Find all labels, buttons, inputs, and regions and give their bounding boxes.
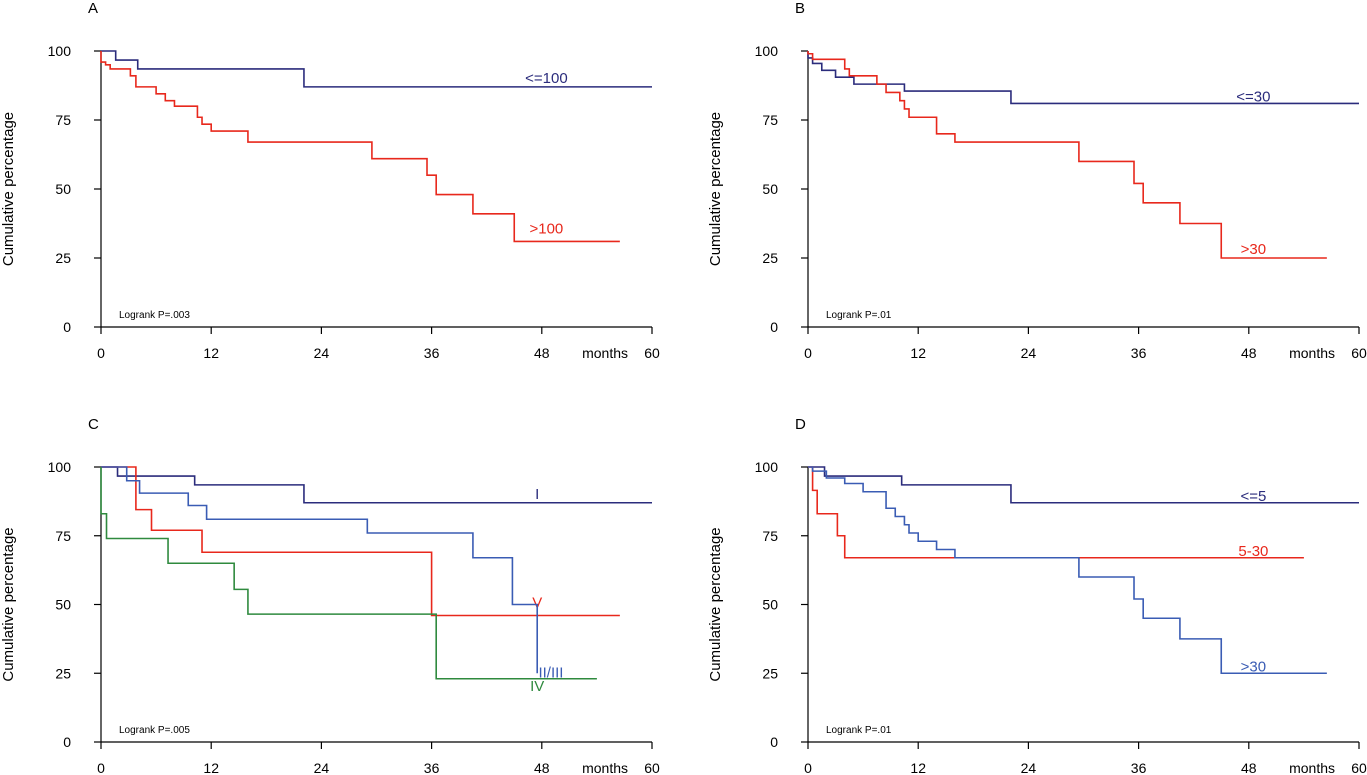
x-tick-label: 60	[1351, 760, 1367, 775]
x-tick-label: 24	[314, 760, 330, 775]
y-tick-label: 50	[762, 181, 778, 197]
panel-c: 0 25 50 75 100 0 12 24 36 48 60 months Cumulative pe…	[0, 416, 660, 775]
panel-a: 0 25 50 75 100 0 12 24 36 48 60 months Cumulative pe…	[0, 0, 660, 361]
x-tick-label: 36	[424, 760, 440, 775]
series-line-3	[808, 466, 1327, 675]
logrank-annotation: Logrank P=.003	[119, 310, 190, 321]
x-tick-label: 60	[644, 760, 660, 775]
x-tick-label: 0	[97, 345, 105, 361]
logrank-annotation: Logrank P=.005	[119, 725, 190, 736]
y-tick-label: 25	[55, 665, 71, 681]
x-tick-label: 12	[203, 345, 219, 361]
y-tick-label: 0	[63, 319, 71, 335]
y-tick-label: 75	[55, 112, 71, 128]
logrank-annotation: Logrank P=.01	[826, 310, 892, 321]
x-tick-label: 48	[534, 345, 550, 361]
series-label: I	[535, 486, 539, 503]
x-tick-label: 24	[1021, 345, 1037, 361]
x-tick-label: 60	[644, 345, 660, 361]
y-tick-label: 75	[762, 112, 778, 128]
y-tick-label: 25	[762, 250, 778, 266]
series-label: V	[532, 595, 542, 612]
series-label: >30	[1241, 658, 1266, 675]
y-tick-label: 0	[770, 734, 778, 750]
panel-letter: A	[88, 0, 98, 17]
y-axis-title: Cumulative percentage	[0, 527, 17, 681]
y-tick-label: 100	[48, 459, 72, 475]
series-line-4	[100, 467, 597, 680]
y-axis-title: Cumulative percentage	[707, 112, 724, 266]
x-tick-label: 36	[1131, 760, 1147, 775]
x-unit-label: months	[1289, 760, 1335, 775]
series-label: IV	[530, 678, 544, 695]
x-unit-label: months	[582, 760, 628, 775]
y-tick-label: 0	[63, 734, 71, 750]
x-tick-label: 24	[1021, 760, 1037, 775]
x-tick-label: 0	[804, 760, 812, 775]
y-tick-label: 75	[762, 528, 778, 544]
series-line-1	[808, 466, 1359, 504]
series-line-1	[101, 466, 652, 504]
y-tick-label: 50	[55, 181, 71, 197]
series-label: II/III	[538, 664, 563, 681]
series-line-1	[101, 50, 652, 88]
x-tick-label: 24	[314, 345, 330, 361]
x-tick-label: 12	[910, 345, 926, 361]
x-tick-label: 48	[1241, 760, 1257, 775]
series-line-1	[807, 51, 1359, 105]
series-line-3	[101, 466, 539, 674]
x-tick-label: 48	[534, 760, 550, 775]
y-tick-label: 25	[55, 250, 71, 266]
x-tick-label: 48	[1241, 345, 1257, 361]
y-axis-title: Cumulative percentage	[707, 527, 724, 681]
y-tick-label: 50	[762, 597, 778, 613]
series-label: <=30	[1236, 88, 1270, 105]
panel-d: 0 25 50 75 100 0 12 24 36 48 60 months Cumulative pe…	[707, 416, 1367, 775]
series-label: >30	[1241, 241, 1266, 258]
series-label: 5-30	[1238, 543, 1268, 560]
series-line-2	[101, 466, 620, 617]
y-tick-label: 25	[762, 665, 778, 681]
x-tick-label: 12	[910, 760, 926, 775]
y-tick-label: 100	[48, 43, 72, 59]
series-line-2	[100, 51, 620, 243]
series-label: <=100	[525, 70, 568, 87]
x-tick-label: 36	[1131, 345, 1147, 361]
x-tick-label: 12	[203, 760, 219, 775]
y-axis-title: Cumulative percentage	[0, 112, 17, 266]
y-tick-label: 50	[55, 597, 71, 613]
y-tick-label: 100	[755, 459, 779, 475]
panel-letter: D	[795, 416, 806, 433]
y-tick-label: 0	[770, 319, 778, 335]
panel-letter: C	[88, 416, 99, 433]
panel-letter: B	[795, 0, 805, 17]
x-tick-label: 60	[1351, 345, 1367, 361]
x-tick-label: 0	[804, 345, 812, 361]
y-tick-label: 100	[755, 43, 779, 59]
series-line-2	[808, 466, 1304, 559]
series-label: >100	[529, 220, 563, 237]
series-label: <=5	[1240, 488, 1266, 505]
x-unit-label: months	[582, 345, 628, 361]
logrank-annotation: Logrank P=.01	[826, 725, 892, 736]
x-tick-label: 0	[97, 760, 105, 775]
x-tick-label: 36	[424, 345, 440, 361]
panel-b: 0 25 50 75 100 0 12 24 36 48 60 months Cumulative pe…	[707, 0, 1367, 361]
y-tick-label: 75	[55, 528, 71, 544]
series-line-2	[807, 51, 1327, 259]
x-unit-label: months	[1289, 345, 1335, 361]
